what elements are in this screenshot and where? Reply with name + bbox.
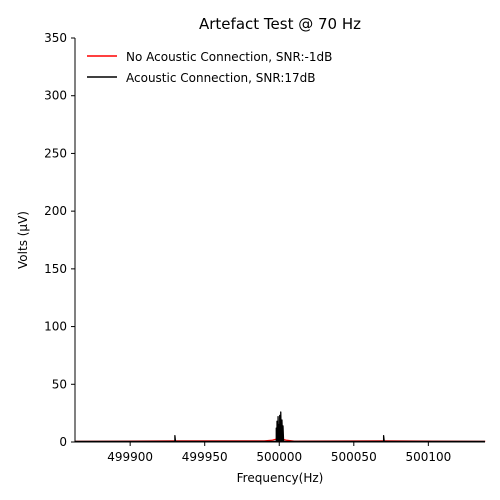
- y-tick-label-4: 200: [44, 204, 67, 218]
- legend: No Acoustic Connection, SNR:-1dB Acousti…: [87, 50, 332, 85]
- y-tick-label-1: 50: [52, 377, 67, 391]
- legend-label-acoustic: Acoustic Connection, SNR:17dB: [126, 71, 316, 85]
- x-axis-label: Frequency(Hz): [237, 471, 324, 485]
- x-tick-label-0: 499900: [107, 450, 153, 464]
- x-tick-label-4: 500100: [405, 450, 451, 464]
- legend-label-no-acoustic: No Acoustic Connection, SNR:-1dB: [126, 50, 332, 64]
- y-tick-label-3: 150: [44, 262, 67, 276]
- y-tick-label-6: 300: [44, 89, 67, 103]
- y-tick-label-7: 350: [44, 31, 67, 45]
- y-tick-label-5: 250: [44, 146, 67, 160]
- x-tick-label-1: 499950: [182, 450, 228, 464]
- chart-title: Artefact Test @ 70 Hz: [199, 15, 361, 33]
- x-tick-label-2: 500000: [256, 450, 302, 464]
- y-tick-label-0: 0: [59, 435, 67, 449]
- y-axis-label: Volts (μV): [16, 211, 30, 269]
- x-tick-label-3: 500050: [331, 450, 377, 464]
- series-line-1: [75, 411, 485, 443]
- plot-area: [74, 411, 486, 443]
- y-ticks: 0 50 100 150 200 250 300 350: [44, 31, 75, 449]
- x-ticks: 499900 499950 500000 500050 500100: [107, 442, 451, 464]
- y-tick-label-2: 100: [44, 320, 67, 334]
